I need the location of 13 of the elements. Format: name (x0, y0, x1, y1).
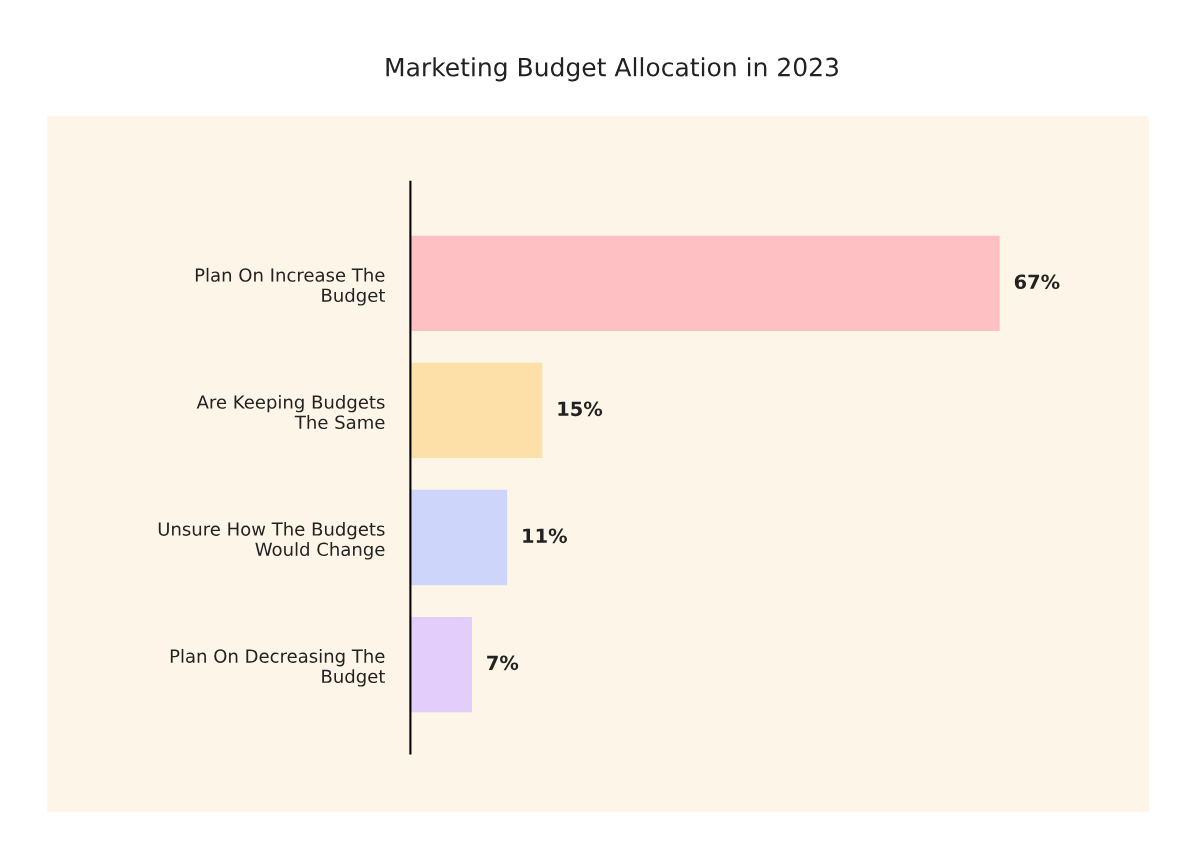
bar (410, 616, 472, 713)
y-tick-label: Plan On Decreasing The Budget (170, 648, 385, 687)
y-tick-label: Are Keeping Budgets The Same (196, 394, 385, 430)
data-label: 67% (1014, 274, 1060, 290)
bar (410, 362, 543, 459)
data-label: 15% (558, 401, 603, 417)
y-tick-label: Unsure How The Budgets Would Change (158, 521, 385, 560)
y-tick-label: Plan On Increase The Budget (195, 267, 385, 306)
data-label: 11% (523, 528, 567, 544)
chart-title: Marketing Budget Allocation in 2023 (386, 57, 838, 82)
bar (410, 235, 1000, 332)
data-label: 7% (487, 655, 519, 671)
bar (410, 489, 508, 586)
